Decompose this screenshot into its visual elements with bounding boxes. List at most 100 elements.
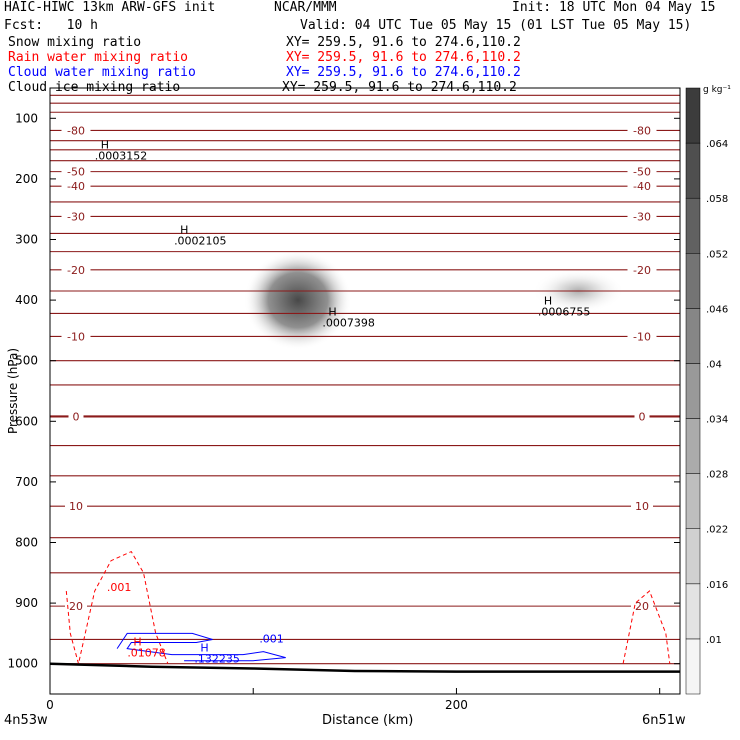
colorbar-label: .046 [706,304,728,315]
header-valid: Valid: 04 UTC Tue 05 May 15 (01 LST Tue … [300,18,692,33]
maximum-marker: H [544,294,552,307]
y-tick-label: 500 [15,354,38,368]
contour-label-bg [61,263,91,276]
colorbar-label: .01 [706,635,722,646]
temperature-contour-label: -20 [633,264,651,277]
contour-label-bg [61,210,91,223]
contour-label-bg [61,124,91,137]
contour-label-bg [627,180,657,193]
colorbar-segment [685,308,701,364]
temperature-contour-label: -10 [67,330,85,343]
colorbar-label: .016 [706,580,728,591]
colorbar-label: .064 [706,139,728,150]
colorbar-segment [685,363,701,419]
snow-shading-area [243,250,352,351]
temperature-contour-label: 0 [73,410,80,423]
temperature-contour-label: -80 [633,124,651,137]
temperature-contour-label: -20 [67,264,85,277]
y-axis-label: Pressure (hPa) [6,348,20,434]
y-tick-label: 300 [15,233,38,247]
contour-label-bg [65,500,87,513]
header-init: Init: 18 UTC Mon 04 May 15 [512,0,716,15]
field-cloudwater-name: Cloud water mixing ratio [8,65,196,80]
header-fcst: Fcst: 10 h [4,18,98,33]
maximum-marker: H [200,642,208,655]
maximum-value-label: .132235 [194,653,240,666]
y-tick-label: 400 [15,293,38,307]
contour-label-bg [627,210,657,223]
y-tick-label: 100 [15,111,38,125]
y-tick-label: 900 [15,596,38,610]
colorbar-segment [685,197,701,254]
contour-label-bg [61,330,91,343]
field-snow-name: Snow mixing ratio [8,35,142,50]
header-org: NCAR/MMM [274,0,337,15]
temperature-contour-label: 0 [639,410,646,423]
y-tick-label: 700 [15,475,38,489]
rain-contour [622,590,671,664]
contour-label-bg [634,410,650,423]
x-endpoint-left: 4n53w [4,713,48,728]
contour-label-bg [61,165,91,178]
maximum-marker: H [180,223,188,236]
colorbar-label: .034 [706,415,728,426]
maximum-value-label: .0003152 [95,150,148,163]
maximum-value-label: .0002105 [174,234,227,247]
field-snow-xy: XY= 259.5, 91.6 to 274.6,110.2 [286,35,521,50]
maximum-marker: H [101,139,109,152]
x-endpoint-right: 6n51w [642,713,686,728]
temperature-contour-label: -10 [633,330,651,343]
contour-label-bg [627,330,657,343]
x-axis-label: Distance (km) [322,713,414,728]
temperature-contour-label: 10 [69,500,83,513]
x-tick-label: 200 [445,698,468,712]
colorbar-label: .04 [706,359,722,370]
header-model: HAIC-HIWC 13km ARW-GFS init [4,0,216,15]
contour-label-bg [627,165,657,178]
maximum-value-label: .0006755 [538,305,591,318]
colorbar-unit: g kg⁻¹ [703,85,731,95]
colorbar-segment [685,418,701,474]
maximum-value-label: .0007398 [322,316,375,329]
cloud-water-contour [116,632,286,662]
temperature-contour-label: -30 [633,210,651,223]
y-tick-label: 800 [15,536,38,550]
contour-label-bg [68,410,84,423]
contour-label-bg [627,263,657,276]
maximum-marker: H [328,305,336,318]
field-rain-name: Rain water mixing ratio [8,50,189,65]
contour-label-bg [65,600,87,613]
temperature-contour-label: -80 [67,124,85,137]
contour-label-bg [631,500,653,513]
temperature-contour-label: -50 [67,166,85,179]
field-rain-xy: XY= 259.5, 91.6 to 274.6,110.2 [286,50,521,65]
contour-label: .001 [259,632,284,645]
x-tick-label: 0 [46,698,54,712]
colorbar-segment [685,142,701,199]
contour-label: .001 [107,581,132,594]
contour-label-bg [61,180,91,193]
contour-label-bg [631,600,653,613]
y-tick-label: 200 [15,172,38,186]
colorbar-label: .052 [706,249,728,260]
colorbar-segment [685,528,701,585]
maximum-marker: H [133,636,141,649]
y-tick-label: 1000 [7,657,38,671]
colorbar-label: .058 [706,194,728,205]
colorbar-segment [685,583,701,640]
colorbar-segment [685,638,701,695]
temperature-contour-label: -50 [633,166,651,179]
plot-frame [49,87,681,695]
colorbar-segment [685,473,701,529]
colorbar-label: .028 [706,470,728,481]
maximum-value-label: .01078 [127,647,165,660]
contour-label-bg [627,124,657,137]
terrain-surface [49,662,680,673]
field-cloudwater-xy: XY= 259.5, 91.6 to 274.6,110.2 [286,65,521,80]
rain-contour [65,550,169,664]
temperature-contour-label: -30 [67,210,85,223]
temperature-contour-label: 20 [635,600,649,613]
y-tick-label: 600 [15,414,38,428]
temperature-contour-label: 20 [69,600,83,613]
